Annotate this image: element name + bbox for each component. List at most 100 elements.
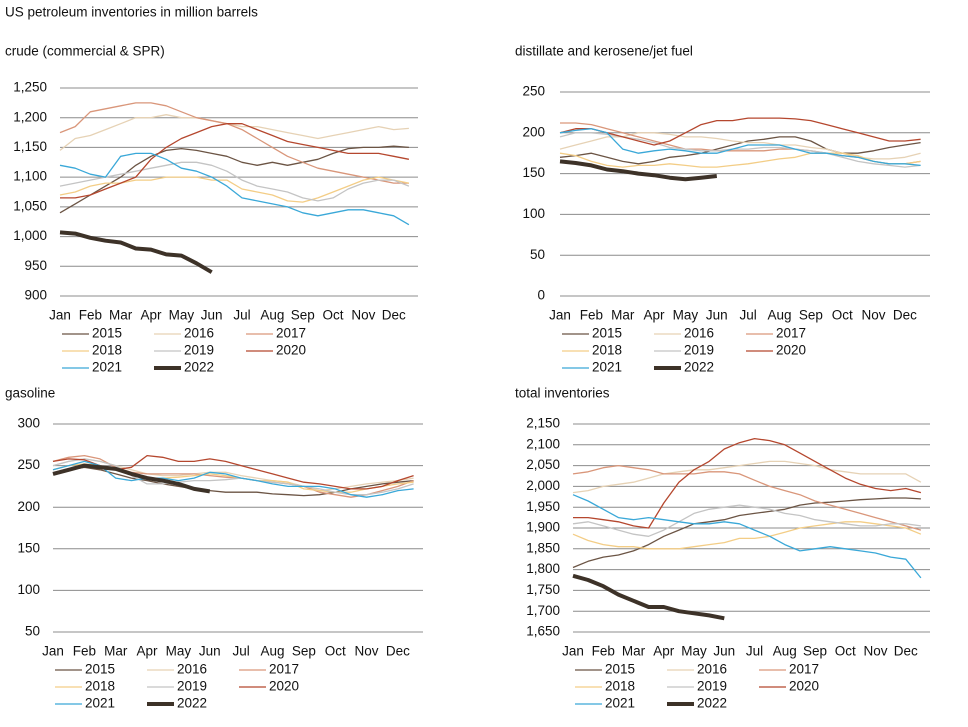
series-line <box>559 152 921 168</box>
x-tick-label: Dec <box>382 308 406 323</box>
y-tick-label: 1,650 <box>526 624 560 639</box>
x-tick-label: Apr <box>141 308 163 323</box>
x-tick-label: Mar <box>109 308 133 323</box>
x-tick-label: Jul <box>740 308 757 323</box>
y-tick-label: 1,800 <box>526 561 560 576</box>
y-tick-label: 100 <box>17 582 40 597</box>
y-tick-label: 100 <box>522 206 545 221</box>
series-line <box>573 437 922 529</box>
y-tick-label: 950 <box>24 258 47 273</box>
chart-title: distillate and kerosene/jet fuel <box>515 44 693 59</box>
x-tick-label: Dec <box>386 644 410 659</box>
legend-label: 2019 <box>184 343 214 358</box>
y-tick-label: 150 <box>17 540 40 555</box>
x-tick-label: Mar <box>611 308 635 323</box>
x-tick-label: May <box>169 308 195 323</box>
x-tick-label: Nov <box>355 644 379 659</box>
series-line <box>52 454 414 498</box>
series-line <box>59 176 410 203</box>
x-tick-label: Sep <box>803 644 827 659</box>
legend-label: 2015 <box>92 326 122 341</box>
legend-label: 2022 <box>177 696 207 711</box>
legend-label: 2019 <box>177 679 207 694</box>
legend-label: 2015 <box>592 326 622 341</box>
y-tick-label: 1,250 <box>13 80 47 95</box>
x-tick-label: Apr <box>644 308 666 323</box>
y-tick-label: 1,700 <box>526 603 560 618</box>
series-line <box>572 573 725 621</box>
y-tick-label: 900 <box>24 288 47 303</box>
x-tick-label: Jun <box>199 644 221 659</box>
y-tick-label: 0 <box>537 288 545 303</box>
y-tick-label: 250 <box>17 457 40 472</box>
x-tick-label: Jan <box>562 644 584 659</box>
y-tick-label: 300 <box>17 416 40 431</box>
y-tick-label: 2,050 <box>526 457 560 472</box>
x-tick-label: Apr <box>137 644 159 659</box>
legend-label: 2022 <box>697 696 727 711</box>
legend-label: 2016 <box>697 662 727 677</box>
chart-panel: distillate and kerosene/jet fuel 0 50 100 15… <box>515 44 930 375</box>
x-tick-label: Jun <box>713 644 735 659</box>
x-tick-label: Mar <box>622 644 646 659</box>
x-tick-label: Jul <box>746 644 763 659</box>
legend-label: 2019 <box>697 679 727 694</box>
x-tick-label: Jan <box>42 644 64 659</box>
y-tick-label: 200 <box>17 499 40 514</box>
y-tick-label: 1,050 <box>13 198 47 213</box>
x-tick-label: Aug <box>773 644 797 659</box>
legend-label: 2020 <box>776 343 806 358</box>
x-tick-label: Nov <box>864 644 888 659</box>
series-line <box>60 123 410 199</box>
x-tick-label: Jul <box>233 644 250 659</box>
legend-label: 2018 <box>592 343 622 358</box>
x-tick-label: Feb <box>73 644 96 659</box>
x-tick-label: Dec <box>894 644 918 659</box>
legend-label: 2017 <box>776 326 806 341</box>
x-tick-label: Aug <box>260 644 284 659</box>
x-tick-label: Sep <box>799 308 823 323</box>
series-line <box>572 494 922 579</box>
series-line <box>572 464 922 531</box>
x-tick-label: Apr <box>653 644 675 659</box>
y-tick-label: 1,850 <box>526 540 560 555</box>
x-tick-label: Nov <box>351 308 375 323</box>
legend-label: 2016 <box>684 326 714 341</box>
series-line <box>572 460 922 494</box>
page-title: US petroleum inventories in million barr… <box>5 5 258 20</box>
x-tick-label: Oct <box>325 644 346 659</box>
x-tick-label: Oct <box>323 308 344 323</box>
legend-label: 2016 <box>184 326 214 341</box>
legend-label: 2021 <box>605 696 635 711</box>
x-tick-label: Oct <box>835 644 856 659</box>
legend-label: 2017 <box>276 326 306 341</box>
chart-title: total inventories <box>515 386 610 401</box>
chart-title: gasoline <box>5 386 55 401</box>
x-tick-label: May <box>673 308 699 323</box>
x-tick-label: Nov <box>862 308 886 323</box>
y-tick-label: 1,100 <box>13 169 47 184</box>
series-line <box>559 128 921 167</box>
y-tick-label: 1,900 <box>526 520 560 535</box>
series-line <box>572 521 922 550</box>
y-tick-label: 2,150 <box>526 416 560 431</box>
series-line <box>559 136 921 165</box>
legend-label: 2018 <box>92 343 122 358</box>
y-tick-label: 250 <box>522 84 545 99</box>
x-tick-label: Jan <box>549 308 571 323</box>
y-tick-label: 1,000 <box>13 228 47 243</box>
x-tick-label: Feb <box>580 308 603 323</box>
legend-label: 2015 <box>85 662 115 677</box>
series-line <box>559 132 921 168</box>
series-line <box>52 463 211 494</box>
legend-label: 2020 <box>269 679 299 694</box>
y-tick-label: 2,100 <box>526 436 560 451</box>
legend-label: 2022 <box>184 360 214 375</box>
series-line <box>559 132 921 160</box>
series-line <box>59 230 213 274</box>
chart-panel: gasoline 50 100 150 200 250 300 Jan Feb Mar Apr May… <box>5 386 423 711</box>
y-tick-label: 200 <box>522 124 545 139</box>
y-tick-label: 2,000 <box>526 478 560 493</box>
chart-title: crude (commercial & SPR) <box>5 44 165 59</box>
